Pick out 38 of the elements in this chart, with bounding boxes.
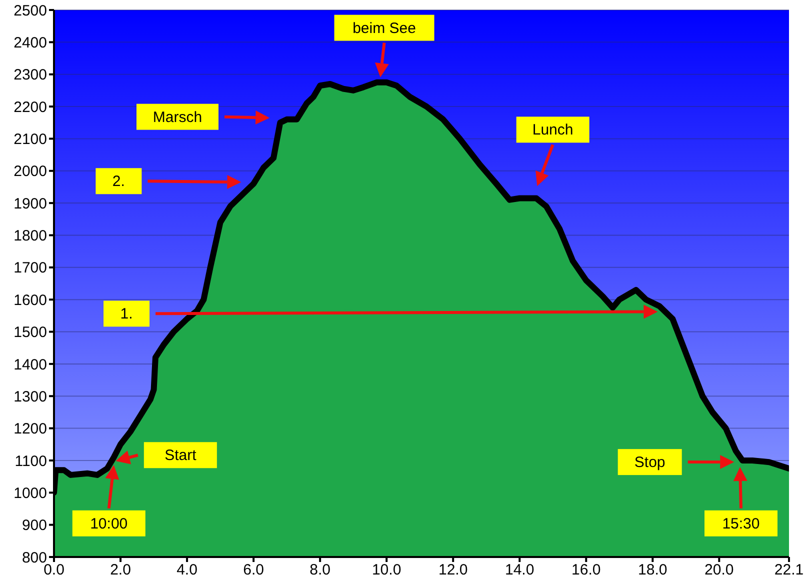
annotation: 15:30 <box>722 515 760 532</box>
y-tick-label: 1300 <box>14 388 47 406</box>
annotation: 10:00 <box>90 515 128 532</box>
y-tick-label: 2100 <box>14 131 47 148</box>
x-tick-label: 18.0 <box>638 562 668 579</box>
y-tick-label: 2300 <box>14 66 47 84</box>
annotation: Marsch <box>152 108 202 126</box>
y-tick-label: 900 <box>22 517 47 534</box>
x-tick-label: 12.0 <box>438 562 468 579</box>
y-tick-label: 1000 <box>14 484 47 502</box>
y-tick-label: 1400 <box>14 356 47 374</box>
y-tick-label: 2400 <box>14 34 47 52</box>
annotation: Start <box>164 447 198 464</box>
annotation: Lunch <box>532 122 574 139</box>
y-tick-label: 1200 <box>14 420 47 438</box>
x-tick-label: 10.0 <box>372 562 402 579</box>
y-tick-label: 1900 <box>14 195 47 212</box>
annotation: 1. <box>120 306 133 323</box>
x-tick-label: 2.0 <box>110 562 131 579</box>
x-tick-label: 22.1 <box>774 562 804 579</box>
y-tick-label: 1500 <box>14 324 47 342</box>
y-tick-label: 2200 <box>14 98 47 116</box>
x-tick-label: 14.0 <box>505 562 534 579</box>
y-tick-label: 2000 <box>14 163 47 180</box>
y-tick-label: 1700 <box>14 260 47 277</box>
y-tick-label: 1100 <box>14 452 47 470</box>
x-tick-label: 0.0 <box>44 562 64 579</box>
y-tick-label: 1600 <box>14 292 47 309</box>
x-tick-label: 6.0 <box>243 562 264 579</box>
y-tick-label: 2500 <box>14 2 47 20</box>
y-tick-label: 1800 <box>14 228 47 245</box>
x-tick-label: 16.0 <box>572 562 601 579</box>
x-tick-label: 8.0 <box>310 562 330 579</box>
x-tick-label: 20.0 <box>704 562 734 579</box>
x-tick-label: 4.0 <box>176 562 198 579</box>
annotation: 2. <box>112 173 125 190</box>
annotation: beim See <box>352 20 416 37</box>
annotation: Stop <box>634 454 666 472</box>
